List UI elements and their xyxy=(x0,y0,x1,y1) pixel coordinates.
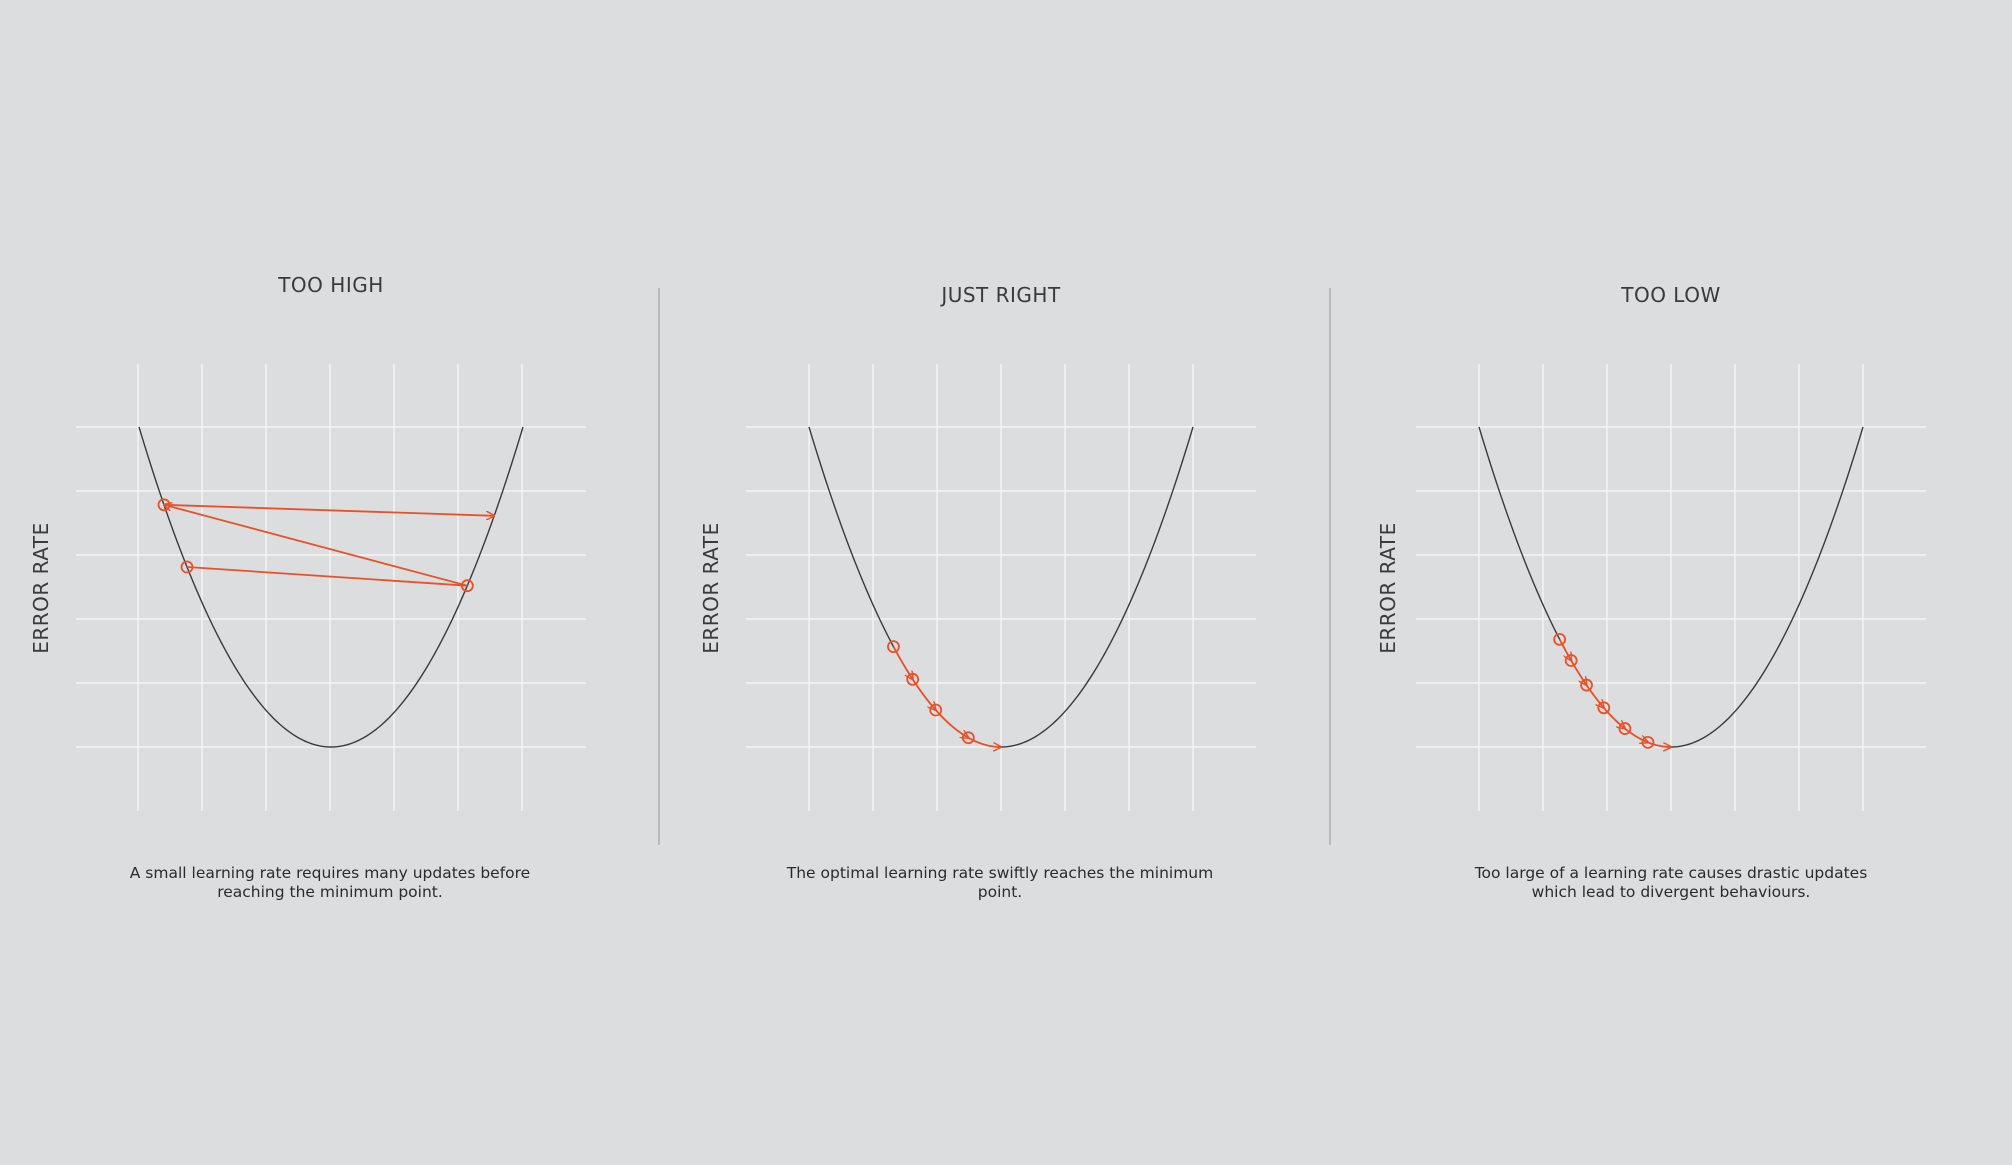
panel-title: TOO HIGH xyxy=(277,273,384,297)
update-step-arrow xyxy=(1647,741,1671,747)
update-step-arrow xyxy=(164,505,468,587)
y-axis-label: ERROR RATE xyxy=(699,522,723,654)
update-point-marker xyxy=(961,731,975,745)
panel-title: JUST RIGHT xyxy=(939,283,1061,307)
update-point-marker xyxy=(929,703,943,717)
update-point-marker xyxy=(157,498,171,512)
grid xyxy=(746,364,1256,811)
update-point-marker xyxy=(1618,722,1632,735)
update-point-marker xyxy=(460,579,474,593)
y-axis-label: ERROR RATE xyxy=(29,522,53,654)
update-step-arrow xyxy=(163,503,494,516)
grid xyxy=(76,364,586,811)
panel-caption-just-right: The optimal learning rate swiftly reache… xyxy=(786,864,1214,901)
grid xyxy=(1416,364,1926,811)
panel-title: TOO LOW xyxy=(1620,283,1721,307)
update-point-marker xyxy=(180,560,194,574)
y-axis-label: ERROR RATE xyxy=(1376,522,1400,654)
update-step-arrow xyxy=(1558,638,1572,660)
update-step-arrow xyxy=(1585,684,1604,708)
panel-caption-too-low: Too large of a learning rate causes dras… xyxy=(1474,864,1868,901)
panel-too-high: TOO HIGH ERROR RATE xyxy=(29,273,586,811)
learning-path xyxy=(1553,632,1671,749)
update-point-marker xyxy=(1564,654,1578,667)
learning-path xyxy=(157,498,494,593)
update-step-arrow xyxy=(1570,660,1586,685)
update-point-marker xyxy=(1553,632,1567,646)
update-step-arrow xyxy=(186,566,468,587)
update-point-marker xyxy=(1641,735,1655,749)
error-curve xyxy=(138,426,524,748)
update-point-marker xyxy=(1597,701,1611,715)
learning-path xyxy=(887,640,1001,747)
panel-caption-too-high: A small learning rate requires many upda… xyxy=(129,864,531,901)
update-step-arrow xyxy=(1624,727,1648,743)
update-point-marker xyxy=(887,640,900,654)
update-step-arrow xyxy=(935,709,969,738)
update-point-marker xyxy=(1580,678,1593,692)
panel-too-low: TOO LOW ERROR RATE xyxy=(1376,283,1926,811)
panel-just-right: JUST RIGHT ERROR RATE xyxy=(699,283,1256,811)
update-point-marker xyxy=(906,672,920,686)
